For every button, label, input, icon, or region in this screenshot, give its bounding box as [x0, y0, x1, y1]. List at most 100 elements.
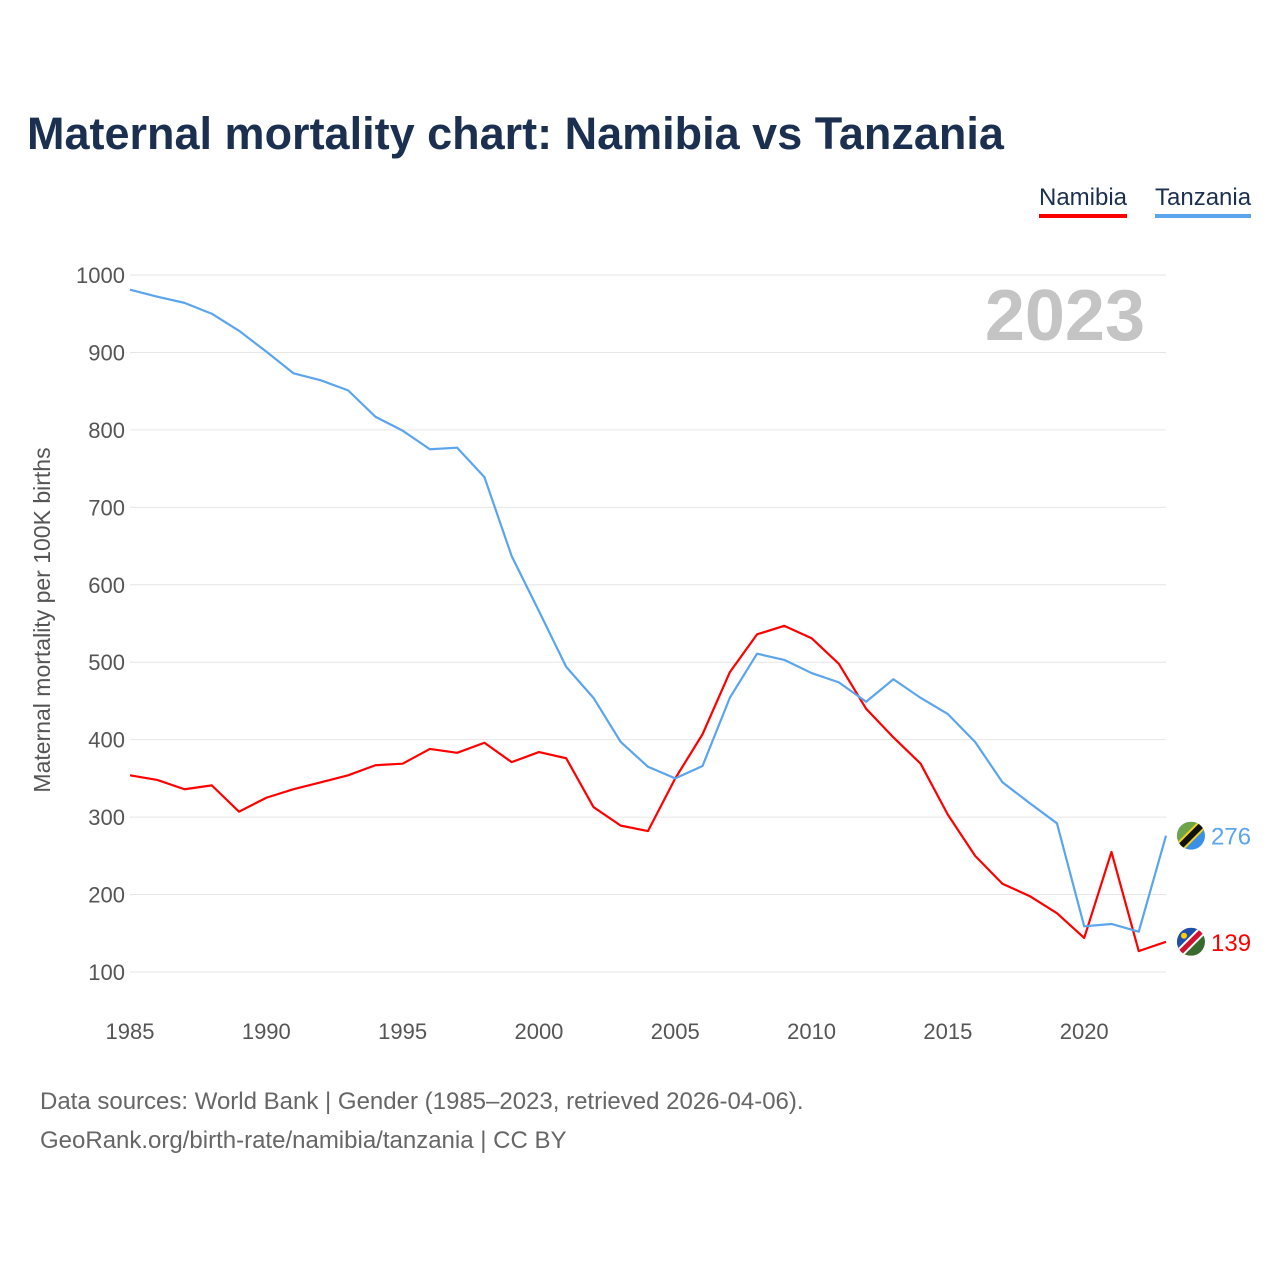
data-point-tanzania[interactable] [127, 287, 133, 293]
data-point-namibia[interactable] [618, 823, 624, 829]
data-point-tanzania[interactable] [400, 428, 406, 434]
data-point-namibia[interactable] [291, 786, 297, 792]
data-point-tanzania[interactable] [154, 294, 160, 300]
data-point-namibia[interactable] [127, 772, 133, 778]
data-point-namibia[interactable] [645, 828, 651, 834]
data-point-tanzania[interactable] [1027, 800, 1033, 806]
data-point-tanzania[interactable] [481, 474, 487, 480]
data-point-tanzania[interactable] [182, 300, 188, 306]
data-point-namibia[interactable] [727, 669, 733, 675]
x-tick-label: 1995 [378, 1019, 427, 1044]
data-point-tanzania[interactable] [590, 695, 596, 701]
data-point-tanzania[interactable] [1163, 833, 1169, 839]
y-tick-label: 900 [88, 340, 125, 365]
data-point-namibia[interactable] [236, 809, 242, 815]
credit-note: GeoRank.org/birth-rate/namibia/tanzania … [40, 1127, 567, 1154]
data-point-namibia[interactable] [809, 635, 815, 641]
data-point-namibia[interactable] [427, 746, 433, 752]
data-point-namibia[interactable] [209, 782, 215, 788]
data-point-namibia[interactable] [454, 750, 460, 756]
data-point-tanzania[interactable] [209, 311, 215, 317]
data-point-namibia[interactable] [590, 804, 596, 810]
legend-tanzania[interactable]: Tanzania [1155, 184, 1252, 218]
data-point-tanzania[interactable] [863, 699, 869, 705]
y-tick-label: 500 [88, 650, 125, 675]
data-point-tanzania[interactable] [236, 328, 242, 334]
data-point-namibia[interactable] [154, 777, 160, 783]
data-point-tanzania[interactable] [345, 387, 351, 393]
data-point-namibia[interactable] [754, 631, 760, 637]
x-tick-label: 1990 [242, 1019, 291, 1044]
data-point-tanzania[interactable] [509, 553, 515, 559]
data-point-namibia[interactable] [509, 759, 515, 765]
end-value-label-namibia: 139 [1211, 930, 1251, 957]
namibia-flag-icon [1177, 927, 1205, 956]
data-point-namibia[interactable] [1136, 948, 1142, 954]
data-point-tanzania[interactable] [454, 445, 460, 451]
data-point-namibia[interactable] [863, 706, 869, 712]
data-point-tanzania[interactable] [1108, 921, 1114, 927]
data-point-tanzania[interactable] [1054, 820, 1060, 826]
data-point-namibia[interactable] [1108, 849, 1114, 855]
data-point-tanzania[interactable] [809, 670, 815, 676]
data-point-tanzania[interactable] [754, 651, 760, 657]
data-point-tanzania[interactable] [1081, 923, 1087, 929]
data-point-tanzania[interactable] [372, 414, 378, 420]
data-point-namibia[interactable] [999, 881, 1005, 887]
data-point-tanzania[interactable] [291, 370, 297, 376]
data-point-namibia[interactable] [945, 812, 951, 818]
data-point-namibia[interactable] [1027, 893, 1033, 899]
y-tick-label: 600 [88, 573, 125, 598]
data-point-tanzania[interactable] [318, 377, 324, 383]
data-point-tanzania[interactable] [263, 349, 269, 355]
data-point-namibia[interactable] [918, 761, 924, 767]
data-point-tanzania[interactable] [727, 695, 733, 701]
data-point-tanzania[interactable] [618, 739, 624, 745]
data-point-tanzania[interactable] [999, 779, 1005, 785]
x-tick-label: 2015 [923, 1019, 972, 1044]
data-point-namibia[interactable] [318, 779, 324, 785]
data-point-namibia[interactable] [263, 795, 269, 801]
series-line-namibia[interactable] [129, 624, 1167, 953]
data-point-namibia[interactable] [372, 762, 378, 768]
data-point-namibia[interactable] [1081, 935, 1087, 941]
data-point-namibia[interactable] [481, 740, 487, 746]
data-point-tanzania[interactable] [836, 679, 842, 685]
data-point-tanzania[interactable] [700, 763, 706, 769]
year-watermark: 2023 [985, 276, 1145, 356]
data-point-tanzania[interactable] [890, 676, 896, 682]
data-point-namibia[interactable] [1054, 910, 1060, 916]
x-tick-label: 2000 [514, 1019, 563, 1044]
x-tick-label: 2020 [1060, 1019, 1109, 1044]
data-point-tanzania[interactable] [672, 775, 678, 781]
data-point-tanzania[interactable] [536, 608, 542, 614]
data-point-tanzania[interactable] [918, 695, 924, 701]
data-point-namibia[interactable] [700, 731, 706, 737]
legend-namibia[interactable]: Namibia [1039, 184, 1128, 218]
data-point-namibia[interactable] [563, 755, 569, 761]
data-point-namibia[interactable] [836, 661, 842, 667]
data-point-namibia[interactable] [536, 749, 542, 755]
data-point-namibia[interactable] [781, 623, 787, 629]
data-point-tanzania[interactable] [1136, 929, 1142, 935]
data-point-namibia[interactable] [182, 786, 188, 792]
data-point-namibia[interactable] [400, 761, 406, 767]
chart-title: Maternal mortality chart: Namibia vs Tan… [27, 108, 1004, 159]
end-value-label-tanzania: 276 [1211, 824, 1251, 851]
series-line-tanzania[interactable] [129, 288, 1168, 933]
data-point-namibia[interactable] [890, 734, 896, 740]
data-point-tanzania[interactable] [645, 764, 651, 770]
y-tick-label: 700 [88, 495, 125, 520]
x-tick-label: 2010 [787, 1019, 836, 1044]
data-point-tanzania[interactable] [972, 739, 978, 745]
y-axis-label: Maternal mortality per 100K births [29, 447, 55, 792]
data-point-namibia[interactable] [972, 853, 978, 859]
y-tick-label: 100 [88, 960, 125, 985]
data-point-tanzania[interactable] [945, 711, 951, 717]
data-point-tanzania[interactable] [427, 446, 433, 452]
data-point-namibia[interactable] [345, 772, 351, 778]
data-point-tanzania[interactable] [563, 664, 569, 670]
data-point-tanzania[interactable] [781, 657, 787, 663]
data-point-namibia[interactable] [1163, 939, 1169, 945]
